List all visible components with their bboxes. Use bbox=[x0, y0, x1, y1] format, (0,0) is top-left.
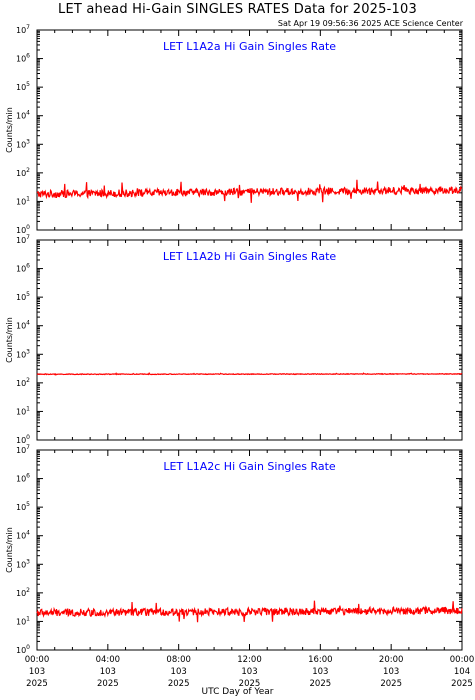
x-tick-day: 103 bbox=[383, 667, 399, 677]
x-tick-time: 04:00 bbox=[96, 655, 121, 665]
y-tick-label: 104 bbox=[16, 320, 30, 331]
x-tick-year: 2025 bbox=[97, 679, 119, 689]
y-tick-label: 101 bbox=[16, 405, 30, 416]
y-tick-label: 104 bbox=[16, 110, 30, 121]
x-tick-day: 103 bbox=[100, 667, 116, 677]
y-tick-label: 103 bbox=[16, 138, 30, 149]
y-tick-label: 101 bbox=[16, 195, 30, 206]
y-tick-label: 102 bbox=[16, 167, 30, 178]
x-tick-time: 00:00 bbox=[25, 655, 50, 665]
y-tick-label: 105 bbox=[16, 501, 30, 512]
y-tick-label: 105 bbox=[16, 81, 30, 92]
y-axis-label: Counts/min bbox=[5, 107, 14, 153]
y-tick-label: 103 bbox=[16, 348, 30, 359]
x-tick-year: 2025 bbox=[310, 679, 332, 689]
panel-title-2: LET L1A2b Hi Gain Singles Rate bbox=[163, 250, 337, 263]
panel-title-3: LET L1A2c Hi Gain Singles Rate bbox=[163, 460, 336, 473]
y-tick-label: 102 bbox=[16, 587, 30, 598]
x-tick-year: 2025 bbox=[26, 679, 48, 689]
x-tick-day: 104 bbox=[454, 667, 470, 677]
y-axis-label: Counts/min bbox=[5, 317, 14, 363]
y-tick-label: 102 bbox=[16, 377, 30, 388]
y-tick-label: 107 bbox=[16, 24, 30, 35]
y-tick-label: 100 bbox=[16, 434, 30, 445]
x-tick-year: 2025 bbox=[168, 679, 190, 689]
y-tick-label: 105 bbox=[16, 291, 30, 302]
x-tick-time: 08:00 bbox=[166, 655, 191, 665]
plot-frame-1 bbox=[36, 29, 463, 231]
x-tick-year: 2025 bbox=[380, 679, 402, 689]
y-tick-label: 101 bbox=[16, 615, 30, 626]
y-tick-label: 103 bbox=[16, 558, 30, 569]
x-tick-time: 00:00 bbox=[450, 655, 475, 665]
y-tick-label: 100 bbox=[16, 224, 30, 235]
series-line-3 bbox=[36, 600, 463, 623]
x-tick-day: 103 bbox=[312, 667, 328, 677]
y-tick-label: 107 bbox=[16, 444, 30, 455]
y-tick-label: 104 bbox=[16, 530, 30, 541]
y-tick-label: 100 bbox=[16, 644, 30, 655]
plot-frame-2 bbox=[36, 239, 463, 441]
x-tick-year: 2025 bbox=[239, 679, 261, 689]
y-tick-label: 106 bbox=[16, 473, 30, 484]
timestamp: Sat Apr 19 09:56:36 2025 ACE Science Cen… bbox=[277, 19, 463, 28]
panel-title-1: LET L1A2a Hi Gain Singles Rate bbox=[163, 40, 336, 53]
x-axis-label: UTC Day of Year bbox=[201, 687, 274, 697]
x-tick-day: 103 bbox=[241, 667, 257, 677]
y-tick-label: 106 bbox=[16, 263, 30, 274]
x-tick-time: 16:00 bbox=[308, 655, 333, 665]
x-tick-day: 103 bbox=[29, 667, 45, 677]
x-tick-year: 2025 bbox=[451, 679, 473, 689]
x-tick-day: 103 bbox=[171, 667, 187, 677]
y-axis-label: Counts/min bbox=[5, 527, 14, 573]
series-line-2 bbox=[36, 372, 463, 376]
x-tick-time: 12:00 bbox=[237, 655, 262, 665]
plot-frame-3 bbox=[36, 449, 463, 651]
page-title: LET ahead Hi-Gain SINGLES RATES Data for… bbox=[58, 2, 417, 17]
y-tick-label: 107 bbox=[16, 234, 30, 245]
y-tick-label: 106 bbox=[16, 53, 30, 64]
x-tick-time: 20:00 bbox=[379, 655, 404, 665]
series-line-1 bbox=[36, 179, 463, 203]
